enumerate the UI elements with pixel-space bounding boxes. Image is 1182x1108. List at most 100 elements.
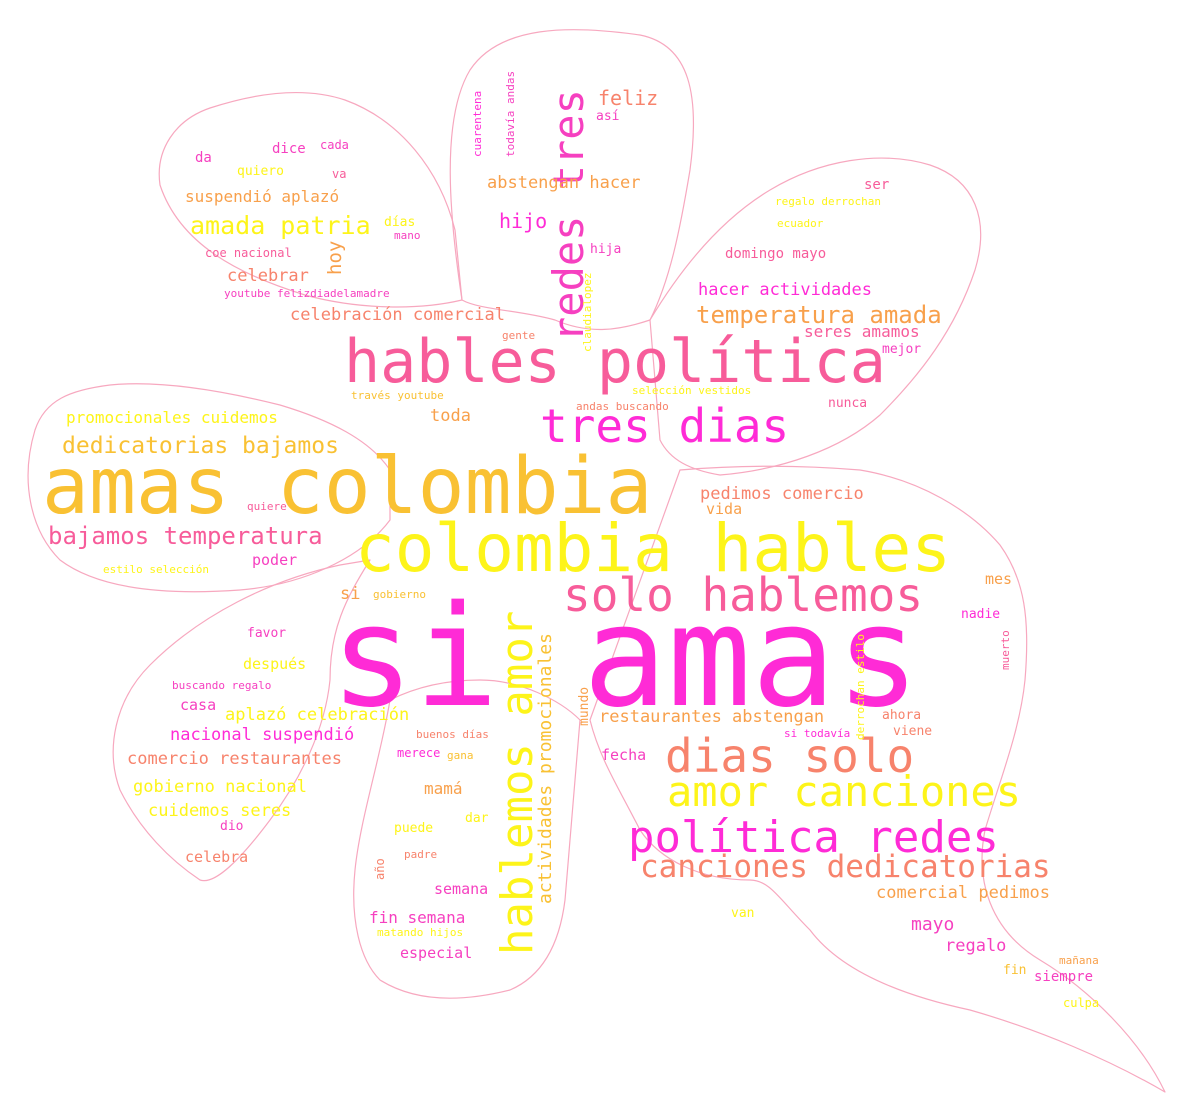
word-cloud-term: viene	[893, 724, 933, 739]
word-cloud-term: hablemos amor	[492, 610, 543, 955]
word-cloud-term: temperatura amada	[696, 301, 942, 329]
word-cloud-term: estilo selección	[103, 563, 209, 576]
word-cloud-term: mamá	[424, 779, 463, 798]
word-cloud-term: dias solo	[665, 729, 915, 783]
word-cloud-term: gobierno nacional	[133, 777, 307, 797]
word-cloud-term: quiere	[247, 500, 287, 513]
word-cloud-term: mejor	[882, 342, 922, 357]
word-cloud-term: ser	[864, 177, 890, 193]
word-cloud-term: través youtube	[351, 389, 444, 402]
word-cloud-term: semana	[434, 880, 489, 898]
word-cloud-term: muerto	[999, 630, 1012, 670]
word-cloud-term: seres amamos	[804, 322, 920, 341]
word-cloud-term: cada	[320, 138, 349, 152]
word-cloud-term: toda	[430, 406, 471, 426]
word-cloud-term: van	[731, 906, 755, 921]
word-cloud-term: fecha	[601, 746, 647, 764]
word-cloud-term: mañana	[1059, 954, 1099, 967]
word-cloud-term: mano	[394, 229, 421, 242]
word-cloud-term: si	[340, 584, 361, 604]
word-cloud-term: gente	[502, 329, 536, 342]
word-cloud-term: nadie	[961, 607, 1001, 622]
word-cloud-term: si amas	[330, 576, 921, 739]
word-cloud-term: matando hijos	[377, 926, 464, 939]
word-cloud-term: nacional suspendió	[170, 725, 355, 745]
word-cloud-term: padre	[404, 848, 438, 861]
word-cloud-term: actividades promocionales	[535, 633, 556, 904]
word-cloud-term: política redes	[628, 812, 999, 863]
word-cloud-term: celebrar	[227, 266, 309, 286]
word-cloud-term: días	[384, 215, 416, 230]
word-cloud-term: regalo	[945, 936, 1007, 956]
word-cloud-term: suspendió aplazó	[185, 187, 340, 206]
word-cloud-term: puede	[394, 821, 434, 836]
word-cloud-term: regalo derrochan	[775, 195, 881, 208]
word-cloud-term: va	[332, 167, 347, 181]
word-cloud-term: año	[373, 858, 387, 880]
word-cloud-term: celebra	[185, 848, 249, 866]
word-cloud-term: dice	[272, 141, 306, 157]
word-cloud-term: abstengan hacer	[487, 173, 641, 193]
word-cloud-term: después	[243, 655, 307, 673]
word-cloud-term: celebración comercial	[290, 305, 505, 325]
word-cloud-term: comercial pedimos	[876, 883, 1050, 903]
word-cloud-term: quiero	[237, 164, 284, 179]
word-cloud-term: andas buscando	[576, 400, 669, 413]
word-cloud-term: dio	[220, 819, 244, 834]
word-cloud-term: mayo	[911, 914, 955, 935]
word-cloud-term: restaurantes abstengan	[599, 707, 825, 727]
word-cloud-term: si todavía	[784, 727, 851, 740]
word-cloud-term: dedicatorias bajamos	[62, 433, 339, 459]
word-cloud-term: gobierno	[373, 588, 426, 601]
word-cloud-term: derrochan estilo	[854, 634, 867, 740]
word-cloud-term: fin	[1003, 963, 1027, 978]
word-cloud-term: casa	[180, 696, 217, 714]
word-cloud-term: coe nacional	[205, 246, 292, 260]
word-cloud-term: claudialopez	[581, 272, 594, 352]
word-cloud-term: amor canciones	[667, 767, 1022, 816]
word-cloud-term: feliz	[598, 86, 659, 110]
word-cloud-term: solo hablemos	[563, 568, 924, 622]
word-cloud-term: nunca	[828, 396, 868, 411]
word-cloud-term: gana	[447, 749, 474, 762]
word-cloud-term: comercio restaurantes	[127, 749, 342, 769]
word-cloud-term: así	[596, 109, 620, 124]
word-cloud-term: buenos días	[416, 728, 489, 741]
word-cloud-term: culpa	[1063, 996, 1100, 1010]
word-cloud-term: amada patria	[190, 211, 371, 240]
word-cloud-term: hija	[590, 242, 622, 257]
word-cloud-term: todavía andas	[504, 70, 517, 157]
word-cloud-term: ecuador	[777, 217, 824, 230]
word-cloud-term: cuidemos seres	[148, 801, 292, 821]
word-cloud-term: ahora	[882, 708, 922, 723]
word-cloud-term: buscando regalo	[172, 679, 272, 692]
word-cloud-term: hijo	[499, 209, 548, 233]
word-cloud-term: especial	[400, 944, 473, 962]
word-cloud-term: selección vestidos	[632, 384, 752, 397]
word-cloud-term: vida	[706, 500, 743, 518]
word-cloud-term: youtube felizdiadelamadre	[224, 287, 390, 300]
word-cloud-term: fin semana	[369, 908, 466, 927]
word-cloud-term: amas colombia	[42, 442, 653, 532]
word-cloud-term: domingo mayo	[725, 246, 827, 262]
word-cloud-term: hacer actividades	[698, 280, 872, 300]
word-cloud-term: hables política	[344, 327, 886, 397]
word-cloud-term: mes	[985, 570, 1013, 588]
word-cloud-term: merece	[397, 746, 441, 760]
word-cloud-term: promocionales cuidemos	[66, 408, 278, 427]
word-cloud-term: mundo	[577, 686, 592, 726]
word-cloud-term: cuarentena	[471, 90, 484, 157]
word-cloud-term: hoy	[324, 240, 346, 275]
word-cloud-term: siempre	[1034, 969, 1094, 985]
word-cloud-term: favor	[247, 626, 287, 641]
word-cloud-term: aplazó celebración	[225, 705, 410, 725]
word-cloud-term: poder	[252, 551, 298, 569]
word-cloud-term: canciones dedicatorias	[640, 849, 1051, 885]
word-cloud-term: pedimos comercio	[700, 484, 864, 504]
word-cloud-term: da	[195, 150, 212, 166]
word-cloud-term: colombia hables	[355, 510, 952, 587]
word-cloud-term: tres dias	[540, 399, 790, 453]
word-cloud-term: bajamos temperatura	[48, 522, 323, 550]
